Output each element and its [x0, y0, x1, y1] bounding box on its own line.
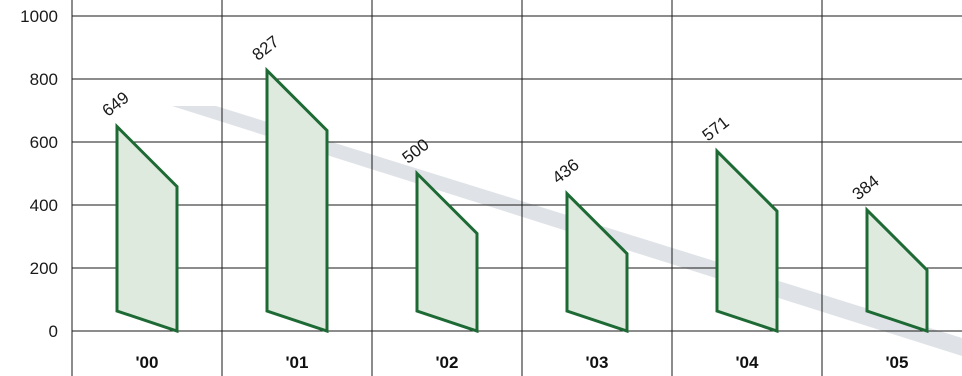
bar-series — [115, 66, 929, 334]
y-tick-label: 600 — [30, 133, 58, 152]
data-label-4: 571 — [699, 113, 733, 145]
category-label-1: '01 — [286, 353, 309, 372]
y-tick-label: 800 — [30, 70, 58, 89]
data-label-1: 827 — [249, 32, 283, 64]
bar-0 — [115, 122, 179, 334]
data-label-0: 649 — [99, 88, 133, 120]
y-tick-label: 200 — [30, 259, 58, 278]
y-tick-label: 1000 — [20, 7, 58, 26]
category-label-4: '04 — [736, 353, 759, 372]
category-label-0: '00 — [136, 353, 159, 372]
grid-lines — [71, 0, 962, 376]
bar-3 — [565, 190, 629, 334]
y-tick-label: 0 — [49, 322, 58, 341]
data-label-5: 384 — [849, 171, 883, 203]
data-label-3: 436 — [549, 155, 583, 187]
category-labels: '00 '01 '02 '03 '04 '05 — [136, 353, 909, 372]
category-label-5: '05 — [886, 353, 909, 372]
bar-5 — [865, 206, 929, 334]
category-label-2: '02 — [436, 353, 459, 372]
y-tick-label: 400 — [30, 196, 58, 215]
data-label-2: 500 — [399, 135, 433, 167]
y-axis-tick-labels: 0 200 400 600 800 1000 — [20, 7, 58, 341]
bar-1 — [265, 66, 329, 334]
category-label-3: '03 — [586, 353, 609, 372]
bar-4 — [715, 147, 779, 334]
bar-2 — [415, 169, 479, 334]
